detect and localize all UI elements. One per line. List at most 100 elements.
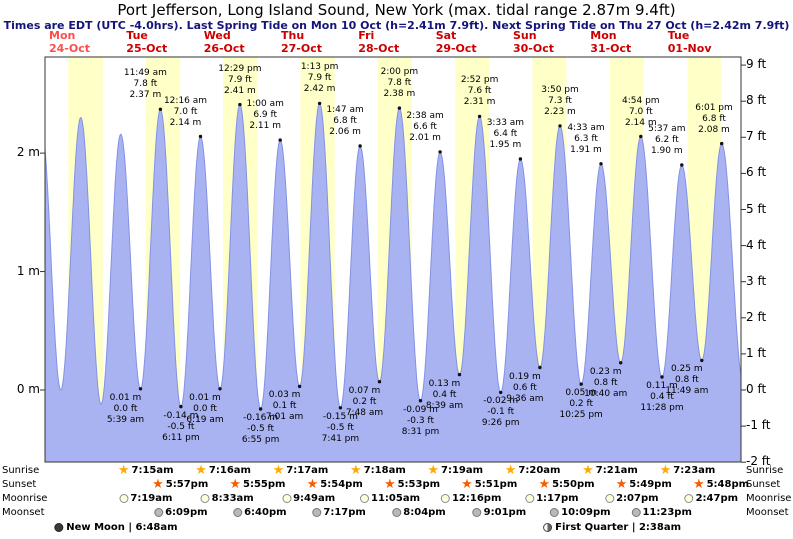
y-axis-label-meters: 0 m xyxy=(16,382,40,396)
tide-extreme-dot xyxy=(317,101,322,106)
tide-extreme-dot xyxy=(720,141,724,146)
tide-label-ft: 0.6 ft xyxy=(513,382,537,393)
moonset-time: 10:09pm xyxy=(561,507,611,518)
day-name: Mon xyxy=(590,29,617,42)
sunrise-event: ★ 7:21am xyxy=(582,464,638,477)
low-tide-label: -0.14 m -0.5 ft 6:11 pm xyxy=(152,411,210,444)
day-date: 27-Oct xyxy=(281,42,323,55)
moonrise-circle-icon xyxy=(525,494,535,503)
sunrise-time: 7:23am xyxy=(673,465,716,476)
day-date: 01-Nov xyxy=(667,42,712,55)
moonrise-time: 7:19am xyxy=(130,493,173,504)
sunset-event: ★ 5:50pm xyxy=(538,478,594,491)
tide-label-m: 0.05 m xyxy=(565,388,598,399)
sunrise-time: 7:15am xyxy=(131,465,174,476)
tide-label-ft: 7.9 ft xyxy=(307,73,332,84)
tide-label-m: 2.14 m xyxy=(169,117,202,128)
y-axis-label-feet: 8 ft xyxy=(746,93,767,108)
sunrise-time: 7:16am xyxy=(208,465,251,476)
sunset-star-icon: ★ xyxy=(538,477,551,492)
sunset-event: ★ 5:54pm xyxy=(307,478,363,491)
moonset-time: 9:01pm xyxy=(483,507,527,518)
tide-label-m: 2.06 m xyxy=(329,127,361,137)
tide-label-ft: 0.0 ft xyxy=(113,403,138,414)
tide-label-m: -0.09 m xyxy=(403,404,438,415)
page-title: Port Jefferson, Long Island Sound, New Y… xyxy=(117,1,676,19)
day-date: 30-Oct xyxy=(513,42,555,55)
tide-label-m: 2.38 m xyxy=(383,89,416,100)
low-tide-label: -0.15 m -0.5 ft 7:41 pm xyxy=(311,412,369,445)
moonrise-circle-icon xyxy=(360,494,369,503)
high-tide-label: 4:33 am 6.3 ft 1.91 m xyxy=(557,123,615,156)
y-axis-label-feet: -2 ft xyxy=(746,454,771,469)
sunset-star-icon: ★ xyxy=(152,477,164,492)
low-tide-label: 0.03 m 0.1 ft 7:01 am xyxy=(256,390,314,423)
high-tide-label: 1:47 am 6.8 ft 2.06 m xyxy=(316,105,374,138)
tide-label-m: -0.02 m xyxy=(483,396,519,407)
high-tide-label: 3:50 pm 7.3 ft 2.23 m xyxy=(531,85,589,118)
sunrise-time: 7:19am xyxy=(440,465,484,476)
y-axis-label-feet: 6 ft xyxy=(746,165,767,180)
sunrise-star-icon: ★ xyxy=(504,463,517,478)
tide-label-ft: 7.0 ft xyxy=(173,106,198,117)
tide-extreme-dot xyxy=(558,124,562,128)
moonrise-event: 9:49am xyxy=(282,492,335,505)
moonset-event: 10:09pm xyxy=(550,506,611,519)
high-tide-label: 6:01 pm 6.8 ft 2.08 m xyxy=(685,103,743,136)
high-tide-label: 5:37 am 6.2 ft 1.90 m xyxy=(638,124,696,157)
moonrise-event: 8:33am xyxy=(200,492,254,505)
moonrise-circle-icon xyxy=(440,494,450,503)
moonrise-event: 1:17pm xyxy=(525,492,579,505)
tide-extreme-dot xyxy=(639,134,643,139)
tide-label-m: 2.23 m xyxy=(544,106,576,117)
tide-label-ft: 0.0 ft xyxy=(193,403,217,414)
x-axis-day-label: Wed 26-Oct xyxy=(204,29,245,55)
moonset-circle-icon xyxy=(631,508,641,517)
moonset-time: 11:23pm xyxy=(642,507,692,518)
tide-extreme-dot xyxy=(158,107,163,112)
tide-label-m: 2.41 m xyxy=(224,85,256,96)
moonset-circle-icon xyxy=(550,508,560,517)
tide-label-time: 5:37 am xyxy=(648,124,686,134)
high-tide-label: 4:54 pm 7.0 ft 2.14 m xyxy=(612,96,670,129)
tide-label-time: 4:33 am xyxy=(567,122,605,133)
moon-phase-label: New Moon | 6:48am xyxy=(66,522,178,533)
tide-label-m: 0.23 m xyxy=(589,366,622,377)
low-tide-label: -0.16 m -0.5 ft 6:55 pm xyxy=(232,413,290,446)
tide-label-time: 8:31 pm xyxy=(401,426,440,437)
tide-label-m: 2.42 m xyxy=(303,84,336,95)
y-axis-label-meters: 1 m xyxy=(16,263,40,278)
low-tide-label: 0.01 m 0.0 ft 5:39 am xyxy=(97,393,155,426)
low-tide-label: 0.13 m 0.4 ft 8:39 am xyxy=(416,379,474,412)
tide-label-m: 0.13 m xyxy=(428,378,461,389)
tide-extreme-dot xyxy=(377,380,382,384)
y-axis-label-feet: 9 ft xyxy=(746,57,767,72)
tide-extreme-dot xyxy=(338,406,343,410)
y-axis-label-feet: 1 ft xyxy=(746,345,767,360)
moonset-row-label-right: Moonset xyxy=(746,507,789,518)
tide-label-time: 6:11 pm xyxy=(162,432,200,443)
tide-label-time: 7:01 am xyxy=(265,412,304,423)
sunset-row-label-right: Sunset xyxy=(746,479,781,490)
tide-label-m: 0.19 m xyxy=(509,371,541,382)
tide-label-ft: 7.6 ft xyxy=(467,86,492,97)
moonset-event: 6:40pm xyxy=(233,506,287,519)
tide-extreme-dot xyxy=(438,150,442,154)
moonset-event: 6:09pm xyxy=(154,506,208,519)
sunset-row-label-left: Sunset xyxy=(2,479,37,490)
moonset-time: 6:40pm xyxy=(244,507,287,518)
moonrise-circle-icon xyxy=(684,494,694,503)
tide-extreme-dot xyxy=(358,144,362,148)
tide-label-ft: -0.3 ft xyxy=(407,415,434,426)
sunrise-star-icon: ★ xyxy=(659,463,672,478)
day-name: Sun xyxy=(513,29,537,42)
moonset-circle-icon xyxy=(233,508,243,517)
tide-extreme-dot xyxy=(179,404,183,409)
tide-label-time: 1:47 am xyxy=(326,105,364,115)
tide-label-ft: -0.5 ft xyxy=(167,421,195,432)
high-tide-label: 1:13 pm 7.9 ft 2.42 m xyxy=(291,62,349,95)
moonrise-circle-icon xyxy=(119,494,129,503)
tide-label-time: 8:39 am xyxy=(425,400,464,411)
tide-label-time: 2:38 am xyxy=(406,110,444,121)
